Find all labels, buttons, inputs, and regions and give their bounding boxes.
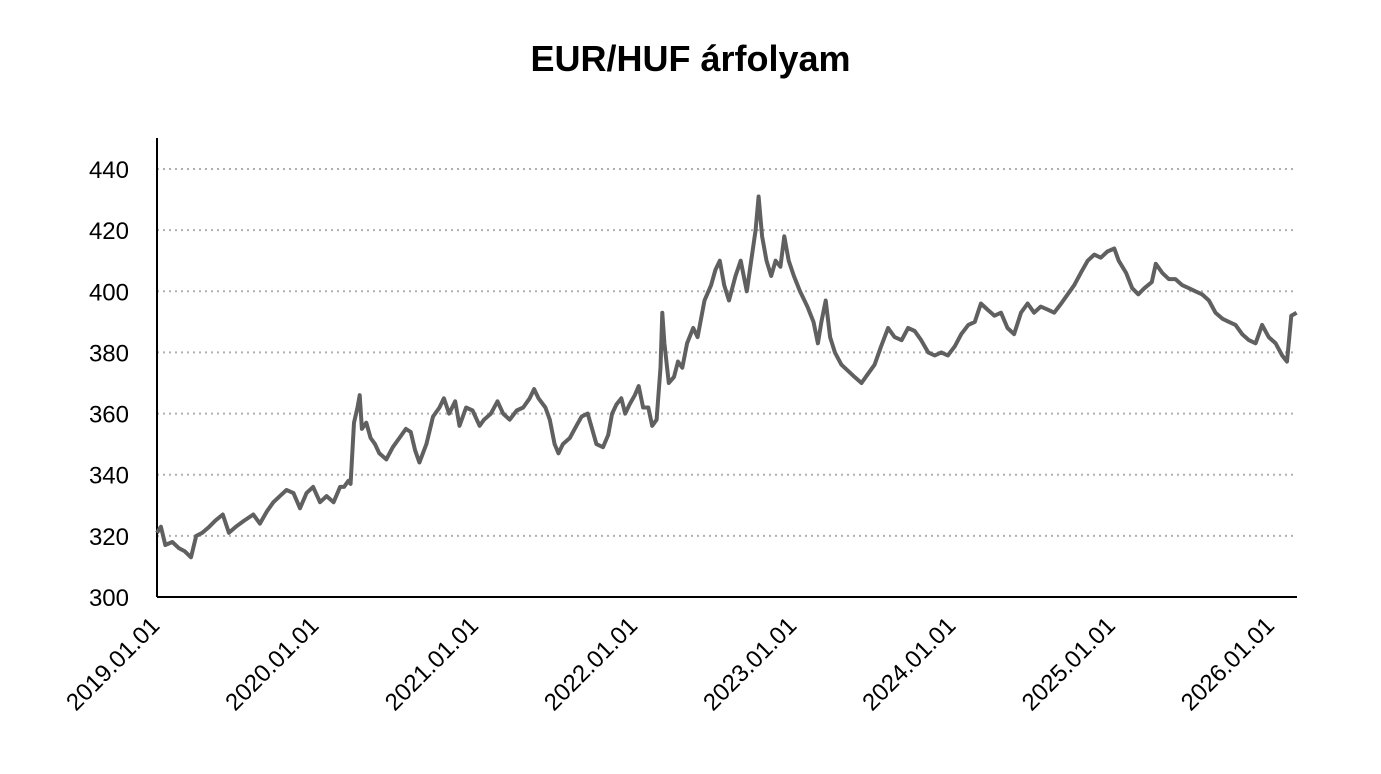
x-tick-label: 2022.01.01 [539,612,643,716]
x-tick-label: 2024.01.01 [857,612,961,716]
series-line [155,194,1298,560]
x-tick-label: 2025.01.01 [1017,612,1121,716]
x-tick-label: 2019.01.01 [61,612,165,716]
x-tick-label: 2021.01.01 [380,612,484,716]
y-tick-label: 420 [89,218,129,245]
y-tick-label: 380 [89,340,129,367]
x-tick-label: 2023.01.01 [698,612,802,716]
y-tick-label: 360 [89,402,129,429]
x-tick-labels: 2019.01.01 2020.01.01 2021.01.01 2022.01.01… [61,612,1280,716]
y-tick-label: 340 [89,463,129,490]
x-tick-label: 2020.01.01 [220,612,324,716]
x-tick-label: 2026.01.01 [1176,612,1280,716]
y-tick-label: 300 [89,585,129,612]
y-tick-label: 400 [89,279,129,306]
gridlines [157,168,1297,537]
axes [156,138,1297,598]
y-tick-label: 440 [89,157,129,184]
y-tick-label: 320 [89,524,129,551]
y-tick-labels: 300 320 340 360 380 400 420 440 [89,157,129,612]
chart-title: EUR/HUF árfolyam [530,38,851,79]
